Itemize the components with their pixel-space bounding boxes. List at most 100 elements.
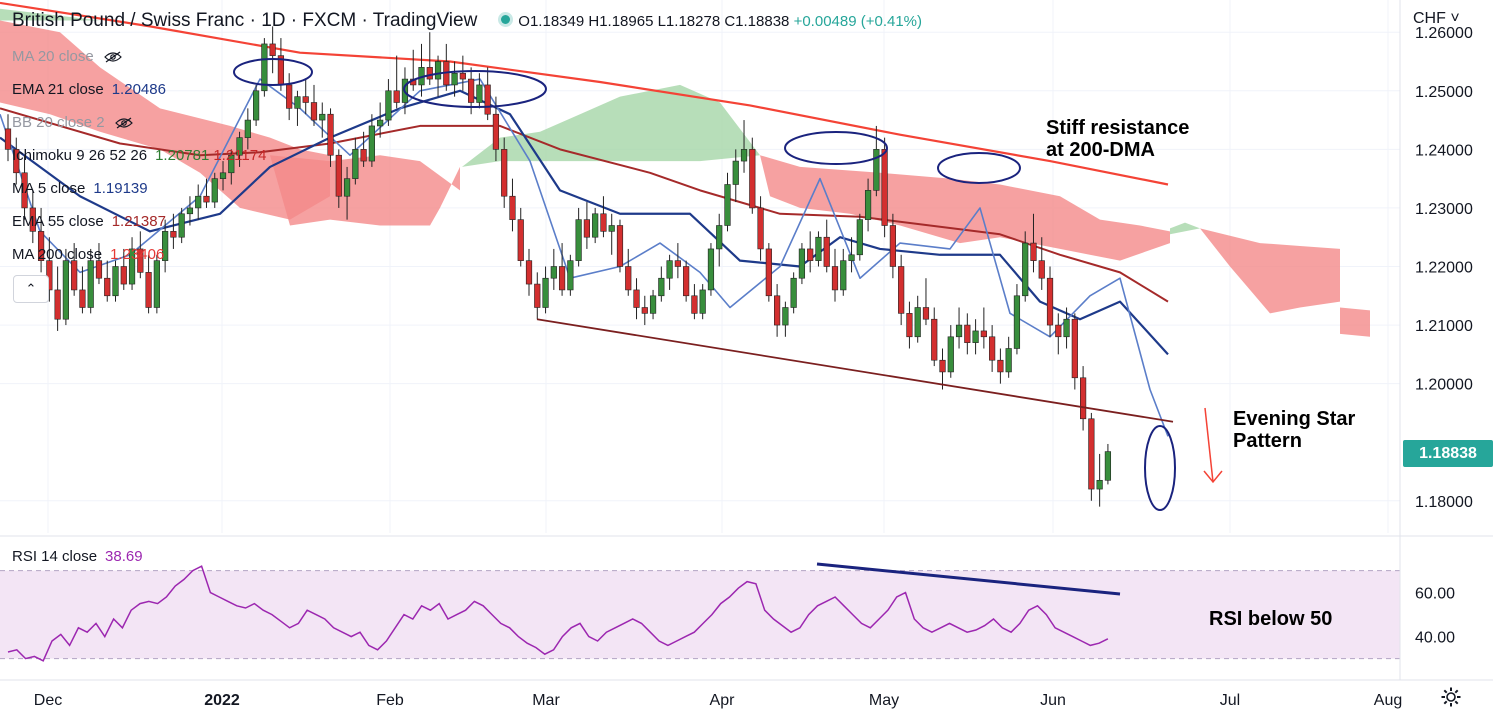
legend-ma5[interactable]: MA 5 close 1.19139 [12, 180, 148, 197]
candle-body [550, 266, 557, 279]
candle-body [459, 72, 466, 80]
candle-body [641, 307, 648, 314]
candle-body [972, 330, 979, 343]
legend-collapse-button[interactable]: ⌃ [13, 275, 49, 303]
candle-body [873, 149, 880, 191]
candle-body [683, 266, 690, 297]
cloud-bearish [270, 155, 460, 226]
currency-selector[interactable]: CHF ˅ [1413, 10, 1460, 27]
hidden-eye-icon[interactable] [114, 117, 133, 129]
candle-body [558, 266, 566, 291]
candle-body [120, 266, 127, 285]
candles [4, 26, 1112, 507]
current-price-badge: 1.18838 [1403, 440, 1493, 467]
chevron-down-icon: ˅ [1450, 10, 1460, 27]
legend-ma20[interactable]: MA 20 close [12, 48, 122, 65]
candle-body [881, 149, 888, 226]
candle-body [600, 213, 607, 232]
rsi-band [0, 570, 1400, 659]
highlight-ellipse [784, 131, 888, 165]
candle-body [104, 277, 111, 297]
legend-ema55[interactable]: EMA 55 close 1.21387 [12, 213, 166, 230]
down-arrow [1204, 407, 1214, 483]
candle-body [1104, 451, 1112, 481]
candle-body [476, 84, 483, 103]
candle-body [1046, 277, 1054, 326]
annotation-evening-star: Evening Star Pattern [1233, 408, 1356, 452]
candle-body [236, 137, 243, 156]
evening-star-ellipse [1144, 425, 1176, 511]
legend-rsi[interactable]: RSI 14 close 38.69 [12, 548, 143, 565]
highlight-ellipse [403, 70, 547, 108]
candle-body [360, 149, 367, 162]
cloud-bearish [1340, 307, 1370, 337]
candle-body [1038, 260, 1045, 279]
hidden-eye-icon[interactable] [103, 51, 122, 63]
candle-body [699, 289, 706, 314]
candle-body [310, 102, 318, 121]
candle-body [997, 359, 1004, 373]
candle-body [666, 260, 673, 279]
candle-body [426, 67, 433, 80]
settings-gear-icon[interactable] [1440, 686, 1462, 708]
candle-body [509, 195, 516, 220]
candle-body [54, 289, 61, 320]
candle-body [980, 330, 987, 338]
symbol-title[interactable]: British Pound / Swiss Franc · 1D · FXCM … [12, 10, 478, 31]
cloud-bearish [0, 20, 330, 220]
candle-body [501, 149, 508, 197]
y-tick-label: 1.26000 [1415, 25, 1473, 42]
x-tick-label: Jul [1220, 692, 1240, 709]
ma200-line [0, 1, 1169, 186]
candle-body [757, 207, 764, 250]
candle-body [889, 225, 896, 267]
candle-body [798, 248, 806, 279]
candle-body [62, 260, 69, 320]
legend-ema21[interactable]: EMA 21 close 1.20486 [12, 81, 166, 98]
cloud-bullish [0, 8, 100, 21]
y-tick-label: 1.23000 [1415, 201, 1473, 218]
candle-body [95, 260, 103, 279]
candle-body [898, 266, 905, 314]
candle-body [145, 272, 152, 308]
candle-body [906, 313, 913, 338]
candle-body [592, 213, 599, 238]
candle-body [451, 72, 458, 86]
candle-body [939, 359, 946, 373]
y-tick-label: 1.20000 [1415, 377, 1473, 394]
candle-body [691, 295, 698, 314]
x-tick-label: Jun [1040, 692, 1066, 709]
legend-bb[interactable]: BB 20 close 2 [12, 114, 133, 131]
candle-body [21, 172, 28, 209]
candle-body [931, 318, 938, 361]
x-tick-label: 2022 [204, 692, 240, 709]
candle-body [385, 90, 392, 121]
cloud-bullish [462, 84, 760, 167]
candle-body [186, 207, 194, 215]
candle-body [79, 289, 86, 308]
candle-body [807, 248, 814, 261]
candle-body [1022, 242, 1029, 297]
candle-body [228, 154, 235, 174]
x-tick-label: Apr [710, 692, 736, 709]
candle-body [740, 149, 748, 162]
candle-body [1055, 324, 1062, 338]
candle-body [170, 231, 177, 238]
legend-ichimoku[interactable]: Ichimoku 9 26 52 26 1.20781 1.21174 [12, 147, 267, 164]
y-tick-label: 1.25000 [1415, 84, 1473, 101]
legend-ma200[interactable]: MA 200 close 1.23406 [12, 246, 165, 263]
candle-body [955, 324, 963, 338]
candle-body [162, 231, 169, 261]
x-tick-label: May [869, 692, 899, 709]
candle-body [352, 149, 359, 179]
candle-body [790, 277, 797, 308]
candle-body [575, 219, 582, 261]
candle-body [434, 61, 442, 80]
candle-body [319, 113, 326, 121]
candle-body [1096, 479, 1103, 490]
candle-body [13, 149, 20, 174]
annotation-resistance: Stiff resistance at 200-DMA [1046, 117, 1190, 161]
candle-body [534, 283, 541, 308]
candle-body [864, 190, 872, 220]
cloud-bearish [760, 155, 1170, 261]
